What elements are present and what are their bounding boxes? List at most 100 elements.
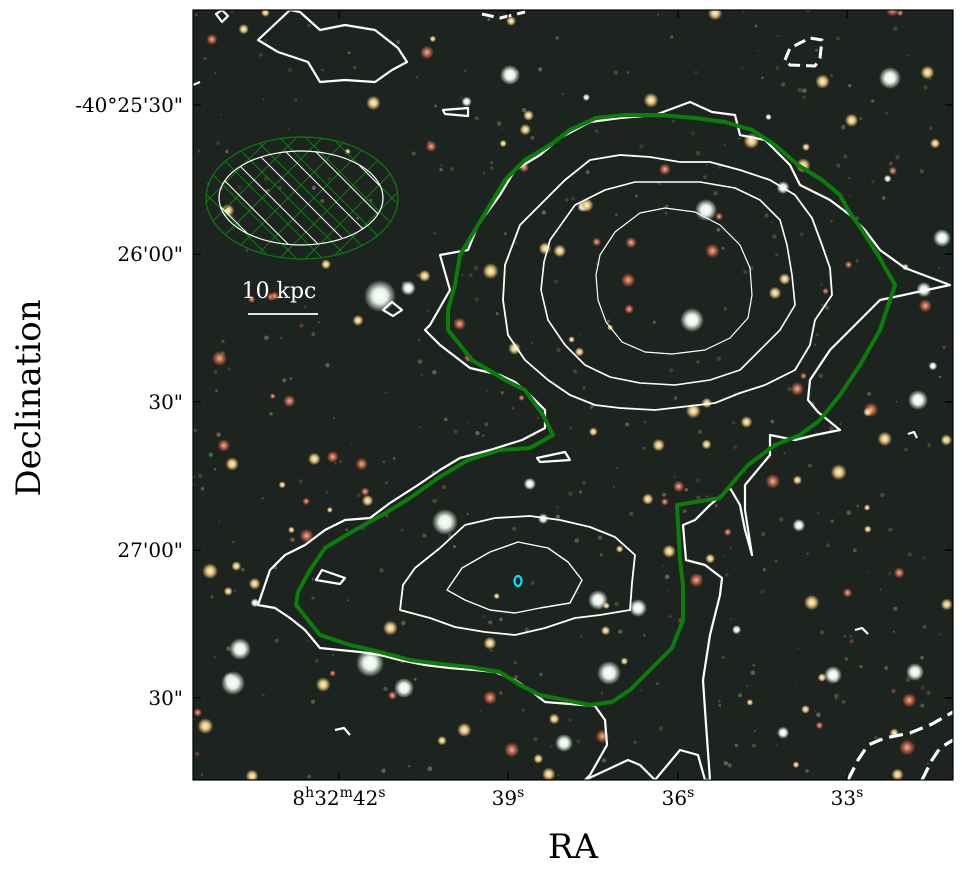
faint-star — [259, 53, 263, 57]
faint-star — [512, 526, 517, 531]
faint-star — [261, 496, 264, 500]
faint-star — [221, 339, 225, 344]
faint-star — [942, 345, 946, 349]
faint-star — [487, 18, 491, 21]
star — [420, 45, 434, 60]
faint-star — [513, 661, 518, 665]
faint-star — [830, 519, 835, 523]
star — [920, 65, 935, 80]
faint-star — [490, 649, 493, 652]
faint-star — [356, 217, 359, 220]
star — [504, 742, 520, 758]
faint-star — [311, 185, 317, 191]
star — [815, 74, 830, 89]
contour-small-8 — [907, 430, 918, 439]
star — [815, 721, 824, 730]
star — [321, 259, 331, 270]
faint-star — [466, 512, 469, 516]
faint-star — [695, 478, 700, 483]
faint-star — [843, 635, 847, 638]
faint-star — [658, 726, 664, 731]
beam-hatch-line — [219, 151, 383, 245]
faint-star — [307, 774, 312, 779]
faint-star — [825, 543, 831, 548]
faint-star — [474, 116, 479, 121]
faint-star — [483, 172, 486, 175]
faint-star — [670, 35, 674, 39]
faint-star — [220, 113, 223, 116]
faint-star — [656, 682, 659, 685]
star — [355, 457, 368, 471]
faint-star — [317, 321, 321, 324]
faint-star — [761, 76, 764, 79]
faint-star — [314, 659, 319, 663]
star — [366, 95, 381, 111]
beam-hatch-line — [206, 137, 387, 259]
beam-hatch-line — [206, 137, 398, 259]
faint-star — [482, 614, 486, 619]
star — [238, 24, 249, 35]
faint-star — [541, 210, 546, 215]
faint-star — [550, 745, 553, 748]
faint-star — [695, 150, 701, 156]
star — [383, 620, 398, 636]
faint-star — [231, 540, 235, 544]
star — [888, 166, 898, 176]
star — [940, 598, 953, 611]
bright-star — [824, 666, 842, 684]
bright-star — [906, 663, 924, 681]
faint-star — [723, 761, 728, 766]
star — [579, 198, 594, 213]
star — [768, 286, 782, 300]
x-tick-label: 8h32m42s — [292, 785, 385, 810]
white-contours — [193, 10, 953, 780]
star — [221, 204, 235, 217]
faint-star — [834, 697, 837, 700]
faint-star — [262, 98, 265, 101]
faint-star — [843, 154, 848, 159]
faint-star — [262, 693, 265, 697]
y-tick-label: -40°25'30" — [75, 93, 183, 117]
faint-star — [561, 93, 564, 96]
faint-star — [690, 131, 696, 136]
faint-star — [694, 70, 698, 74]
star — [542, 767, 556, 780]
star — [437, 735, 447, 746]
star — [225, 457, 239, 471]
faint-star — [264, 335, 269, 341]
star — [883, 174, 892, 183]
star — [360, 487, 370, 496]
faint-star — [776, 34, 779, 37]
faint-star — [418, 425, 422, 429]
faint-star — [816, 333, 819, 337]
faint-star — [938, 375, 942, 379]
star — [269, 393, 276, 400]
faint-star — [840, 124, 846, 130]
star — [326, 451, 339, 463]
star — [600, 625, 611, 636]
faint-star — [855, 259, 859, 263]
star — [746, 699, 754, 706]
faint-star — [783, 452, 786, 455]
faint-star — [716, 356, 722, 361]
star — [902, 693, 917, 708]
faint-star — [625, 422, 630, 427]
faint-star — [193, 428, 197, 432]
faint-star — [684, 488, 689, 492]
faint-star — [906, 54, 909, 57]
faint-star — [880, 493, 885, 497]
faint-star — [634, 194, 638, 198]
contour-small-9 — [193, 80, 201, 87]
x-tick-label: 33s — [831, 785, 864, 810]
faint-star — [407, 765, 411, 768]
faint-star — [468, 273, 473, 277]
bright-star — [629, 599, 647, 617]
contour-small-2 — [441, 106, 470, 118]
faint-star — [618, 629, 623, 634]
star — [493, 592, 500, 600]
faint-star — [868, 571, 870, 573]
star — [765, 113, 772, 121]
faint-star — [775, 253, 779, 257]
bright-star — [364, 280, 396, 312]
star — [425, 140, 437, 152]
